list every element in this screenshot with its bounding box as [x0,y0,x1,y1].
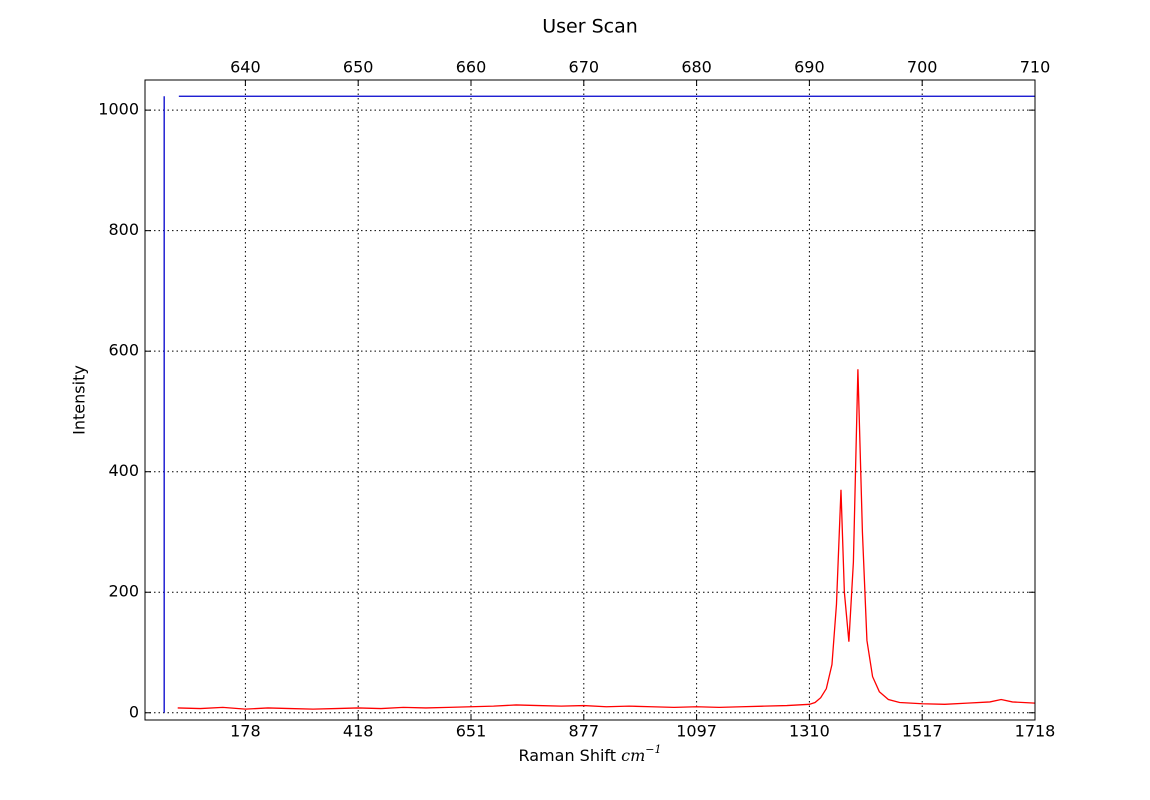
y-tick-label: 1000 [98,100,139,119]
x2-tick-label: 710 [1020,58,1051,77]
x2-tick-label: 680 [681,58,712,77]
x2-tick-label: 700 [907,58,938,77]
x-tick-label: 178 [230,722,261,741]
x2-tick-label: 640 [230,58,261,77]
x-label-text: Raman Shift [518,746,616,765]
plot-frame [144,79,1036,721]
x-tick-label: 418 [343,722,374,741]
chart-title: User Scan [542,16,638,38]
series-line [177,369,1036,710]
x-tick-label: 1097 [676,722,717,741]
y-tick-label: 800 [108,220,139,239]
x-tick-label: 1517 [902,722,943,741]
y-tick-label: 400 [108,461,139,480]
x2-tick-label: 690 [794,58,825,77]
x-tick-label: 877 [569,722,600,741]
x-tick-label: 1718 [1015,722,1056,741]
y-axis-label: Intensity [70,365,89,435]
x-tick-label: 651 [456,722,487,741]
x-axis-label: Raman Shift cm−1 [518,743,661,765]
x2-tick-label: 670 [569,58,600,77]
x-label-unit: cm [621,746,645,765]
x2-tick-label: 650 [343,58,374,77]
x-tick-label: 1310 [789,722,830,741]
y-tick-label: 600 [108,341,139,360]
y-tick-label: 200 [108,582,139,601]
x-label-power: −1 [645,743,661,756]
x2-tick-label: 660 [456,58,487,77]
y-tick-label: 0 [129,702,139,721]
